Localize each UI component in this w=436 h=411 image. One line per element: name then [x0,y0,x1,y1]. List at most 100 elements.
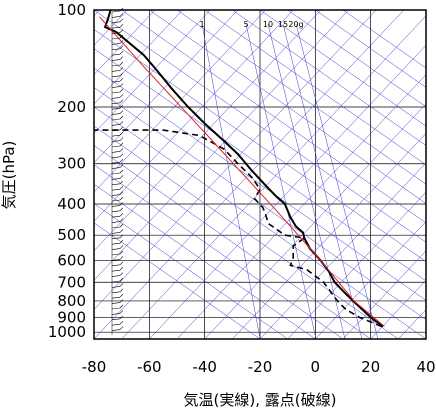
dry-adiabat-line [94,164,344,339]
wind-barb [111,145,121,148]
x-tick-label: -20 [248,358,273,376]
x-tick-label: 20 [361,358,380,376]
y-tick-label: 900 [57,308,86,326]
mixing-ratio-label: 20g [288,20,303,29]
dry-adiabat-line [94,125,399,339]
wind-barb-flag [119,229,124,233]
wind-barb [111,205,121,207]
wind-barb [111,323,121,326]
x-tick-label: -80 [82,358,107,376]
wind-barbs [111,7,124,335]
wind-barb-flag [119,88,124,93]
dry-adiabat-line [342,10,426,69]
wind-barb [111,124,121,126]
isotherm-line [232,133,426,339]
wind-barb-flag [119,272,124,276]
wind-barb-flag [119,180,124,185]
isotherm-line [94,10,156,75]
wind-barb [111,242,121,245]
wind-barb [111,269,121,272]
wind-barb-flag [119,250,124,255]
wind-barb-flag [119,50,124,55]
isotherm-line [425,338,426,339]
mixing-ratio-label: 15 [278,20,288,29]
wind-barb [111,59,121,61]
dry-adiabat-line [259,10,426,127]
wind-barb [111,172,121,175]
wind-barb [111,97,121,99]
dewpoint-line [94,129,383,328]
isotherm-line [176,74,426,339]
wind-barb-flag [119,142,124,147]
isotherm-line [204,103,426,339]
dry-adiabat-line [94,145,371,339]
wind-barb [111,32,121,34]
isotherm-line [94,10,294,222]
wind-barb-flag [119,34,124,39]
wind-barb [111,156,121,159]
y-tick-label: 800 [57,292,86,310]
wind-barb-flag [119,158,124,163]
x-tick-label: -40 [192,358,217,376]
wind-barb-flag [119,310,124,314]
wind-barb [111,253,121,256]
isotherm-line [94,10,266,193]
dry-adiabat-line [149,10,426,204]
wind-barb [111,64,121,67]
wind-barb [111,237,121,240]
wind-barb-flag [119,202,124,206]
wind-barb [111,313,121,315]
wind-barb [111,75,121,78]
wind-barb-flag [119,56,124,60]
isotherm-line [94,10,211,134]
wind-barb-flag [119,77,124,82]
wind-barb [111,102,121,105]
dry-adiabat-line [94,67,426,301]
wind-barb-flag [119,212,124,217]
isotherm-line [94,10,239,164]
x-tick-label: 40 [416,358,435,376]
wind-barb [111,183,121,186]
wind-barb [111,178,121,180]
wind-barb [111,113,121,115]
wind-barb-flag [119,13,124,17]
background-lines [94,10,426,339]
wind-barb [111,86,121,88]
wind-barb-flag [119,110,124,114]
wind-barb [111,226,121,229]
series-lines [94,10,385,328]
wind-barb [111,194,121,196]
dry-adiabat-line [315,10,426,88]
wind-barb [111,210,121,213]
wind-barb [111,53,121,56]
wind-barb [111,129,121,132]
wind-barb [111,280,121,283]
wind-barb-flag [119,169,124,174]
wind-barb-flag [119,320,124,325]
y-tick-label: 200 [57,98,86,116]
wind-barb-flag [119,245,124,249]
wind-barb-flag [119,18,124,23]
dry-adiabat-line [94,10,426,243]
wind-barb-flag [119,115,124,120]
wind-barb [111,107,121,110]
wind-barb [111,161,121,164]
wind-barb [111,318,121,321]
y-axis-label: 気圧(hPa) [0,141,18,210]
wind-barb-flag [119,126,124,131]
wind-barb-flag [119,196,124,201]
wind-barb [111,264,121,267]
isotherm-line [94,10,377,310]
wind-barb-flag [119,223,124,228]
isotherm-line [259,162,426,339]
wind-barb [111,140,121,142]
temperature-line [103,10,384,328]
mixing-ratio-line [295,23,379,339]
x-axis-label: 気温(実線), 露点(破線) [184,391,337,409]
dry-adiabat-line [204,10,426,166]
mixing-ratio-line [282,23,363,339]
wind-barb [111,199,121,202]
wind-barb-flag [119,207,124,212]
